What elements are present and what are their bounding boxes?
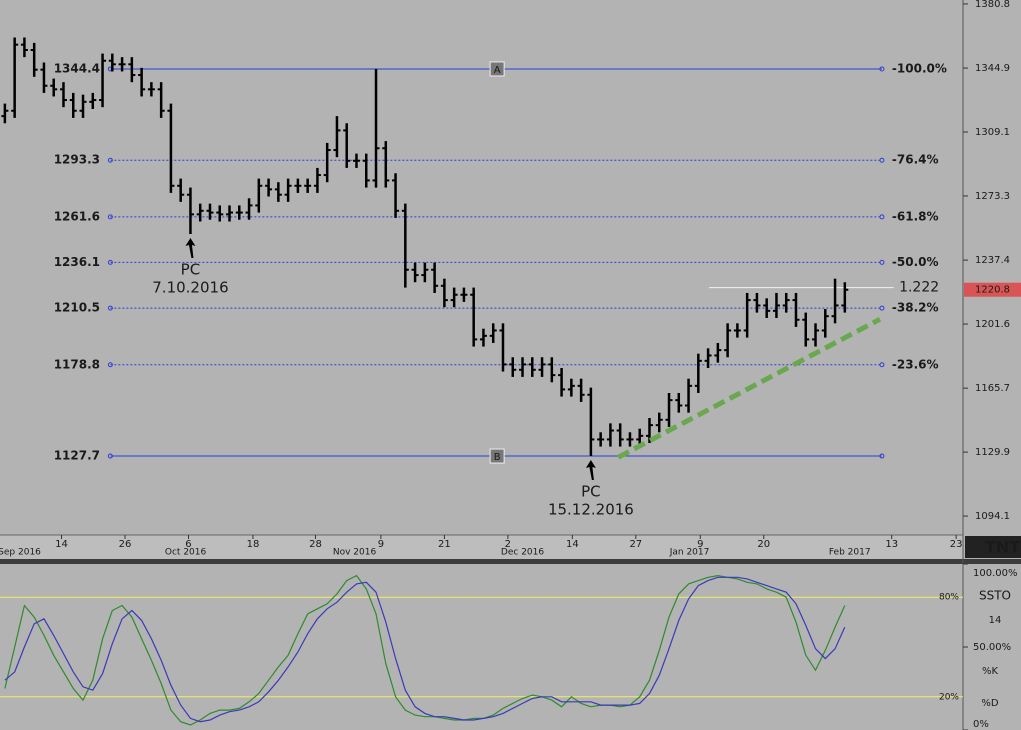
date-strip bbox=[0, 535, 963, 560]
x-tick-label: 14 bbox=[566, 539, 579, 550]
indicator-period: 14 bbox=[989, 615, 1002, 626]
retracement-pct: -50.0% bbox=[892, 255, 939, 269]
retracement-handle bbox=[879, 362, 885, 368]
annotation-arrow bbox=[185, 238, 196, 259]
month-label: Dec 2016 bbox=[501, 548, 544, 558]
band-label: 20% bbox=[939, 692, 959, 702]
retracement-handle bbox=[879, 66, 885, 72]
indicator-title: SSTO bbox=[979, 589, 1011, 603]
stochastic-line bbox=[4, 576, 846, 723]
retracement-price: 1293.3 bbox=[54, 153, 100, 167]
retracement-pct: -38.2% bbox=[892, 301, 939, 315]
x-tick-label: 23 bbox=[950, 539, 963, 550]
y-tick-label: 1165.7 bbox=[975, 383, 1010, 394]
retracement-price: 1127.7 bbox=[54, 449, 100, 463]
retracement-price: 1236.1 bbox=[54, 255, 100, 269]
month-label: Oct 2016 bbox=[165, 548, 207, 558]
x-tick-label: 27 bbox=[629, 539, 642, 550]
x-tick-label: 14 bbox=[55, 539, 68, 550]
month-label: Feb 2017 bbox=[829, 548, 871, 558]
y-tick-label: 100.00% bbox=[973, 568, 1018, 579]
y-tick-label: 1273.3 bbox=[975, 191, 1010, 202]
retracement-handle bbox=[107, 157, 113, 163]
y-tick-label: 50.00% bbox=[973, 642, 1011, 653]
y-tick-label: 1201.6 bbox=[975, 319, 1010, 330]
x-tick-label: 9 bbox=[378, 539, 384, 550]
annotation-text: PC bbox=[181, 261, 201, 279]
retracement-handle bbox=[107, 214, 113, 220]
trend-line bbox=[617, 317, 882, 460]
retracement-handle bbox=[879, 305, 885, 311]
resistance-label: 1.222 bbox=[899, 280, 939, 296]
annotation-date: 7.10.2016 bbox=[152, 279, 228, 297]
current-price: 1220.8 bbox=[975, 285, 1010, 296]
month-label: Jan 2017 bbox=[669, 548, 710, 558]
y-tick-label: 1094.1 bbox=[975, 511, 1010, 522]
y-tick-label: 1309.1 bbox=[975, 127, 1010, 138]
retracement-price: 1344.4 bbox=[54, 61, 100, 75]
retracement-handle bbox=[879, 453, 885, 459]
x-tick-label: 18 bbox=[247, 539, 260, 550]
annotation-arrow bbox=[585, 460, 596, 481]
month-label: Sep 2016 bbox=[0, 548, 41, 558]
x-tick-label: 9 bbox=[697, 539, 703, 550]
x-tick-label: 26 bbox=[119, 539, 132, 550]
retracement-handle bbox=[879, 259, 885, 265]
y-tick-label: 0% bbox=[973, 719, 989, 730]
retracement-price: 1178.8 bbox=[54, 357, 100, 371]
point-label: B bbox=[494, 452, 501, 463]
stochastic-line bbox=[4, 574, 846, 726]
y-tick-label: 1237.4 bbox=[975, 255, 1010, 266]
point-label: A bbox=[494, 65, 501, 76]
current-price-box bbox=[964, 282, 1021, 297]
x-tick-label: 13 bbox=[885, 539, 898, 550]
retracement-price: 1210.5 bbox=[54, 301, 100, 315]
logo-box bbox=[965, 536, 1021, 558]
month-label: Nov 2016 bbox=[333, 548, 377, 558]
x-tick-label: 28 bbox=[309, 539, 322, 550]
retracement-handle bbox=[879, 214, 885, 220]
retracement-handle bbox=[879, 157, 885, 163]
point-box bbox=[489, 448, 505, 464]
retracement-price: 1261.6 bbox=[54, 209, 100, 223]
x-tick-label: 20 bbox=[757, 539, 770, 550]
annotation-date: 15.12.2016 bbox=[548, 501, 634, 519]
retracement-pct: -61.8% bbox=[892, 209, 939, 223]
y-tick-label: 1129.9 bbox=[975, 447, 1010, 458]
y-tick-label: 1344.9 bbox=[975, 63, 1010, 74]
retracement-handle bbox=[107, 362, 113, 368]
retracement-handle bbox=[107, 259, 113, 265]
band-label: 80% bbox=[939, 593, 959, 603]
x-tick-label: 6 bbox=[185, 539, 191, 550]
legend-entry: %D bbox=[981, 698, 999, 709]
retracement-pct: -23.6% bbox=[892, 357, 939, 371]
point-box bbox=[489, 61, 505, 77]
y-tick-label: 1380.8 bbox=[975, 0, 1010, 10]
retracement-handle bbox=[107, 453, 113, 459]
retracement-handle bbox=[107, 305, 113, 311]
logo: TNT bbox=[985, 538, 1020, 557]
x-tick-label: 21 bbox=[438, 539, 451, 550]
annotation-text: PC bbox=[581, 483, 601, 501]
legend-entry: %K bbox=[982, 666, 999, 677]
x-tick-label: 2 bbox=[505, 539, 511, 550]
retracement-pct: -100.0% bbox=[892, 61, 947, 75]
panel-separator bbox=[0, 559, 1021, 564]
retracement-pct: -76.4% bbox=[892, 153, 939, 167]
